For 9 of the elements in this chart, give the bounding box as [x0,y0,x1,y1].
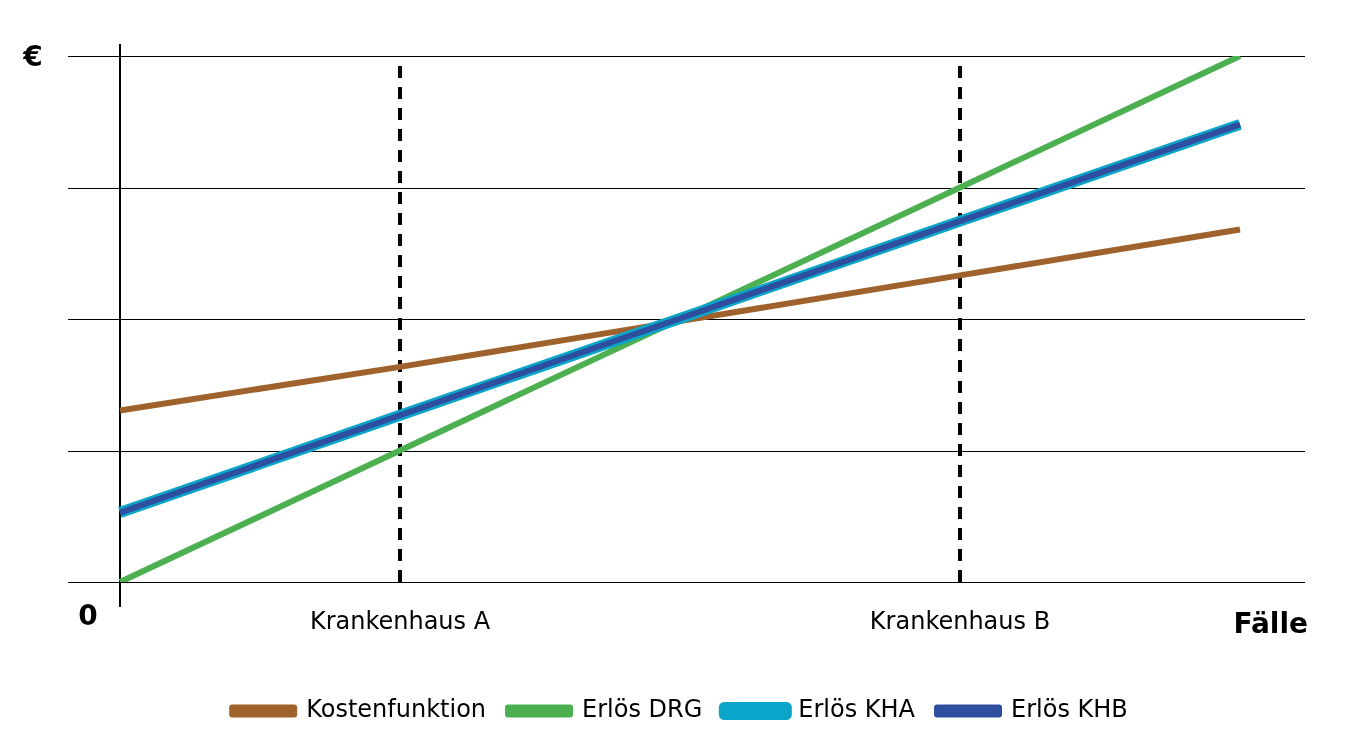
legend-label: Erlös DRG [582,695,703,724]
x-axis-title: Fälle [1233,607,1308,641]
text: 0 [78,599,98,633]
legend-label: Erlös KHA [798,695,916,724]
legend-label: Kostenfunktion [306,695,487,724]
x-tick-label: Krankenhaus B [869,606,1051,635]
y-axis-title: € [22,40,43,74]
x-tick-label: Krankenhaus A [309,606,491,635]
legend-label: Erlös KHB [1011,695,1128,724]
